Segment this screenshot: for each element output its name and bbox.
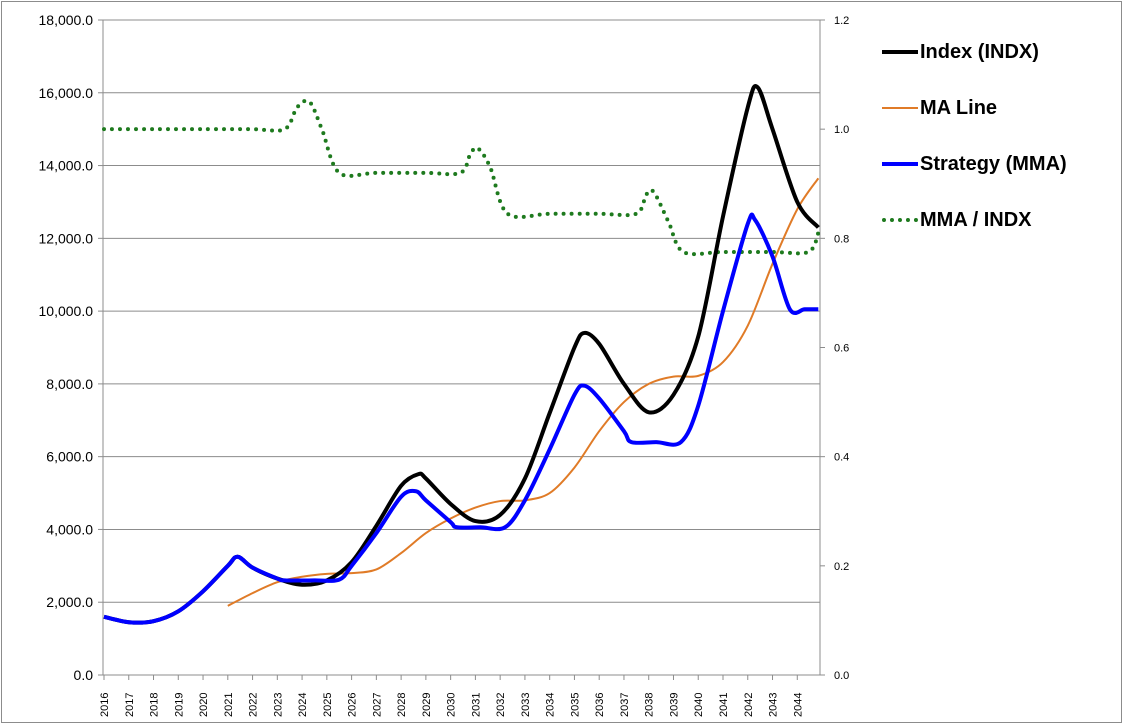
- y-tick-label: 8,000.0: [46, 376, 93, 392]
- legend-item-strategy: Strategy (MMA): [882, 136, 1067, 192]
- x-tick-label: 2033: [520, 693, 532, 717]
- x-tick-label: 2018: [149, 693, 161, 717]
- x-tick-label: 2040: [693, 693, 705, 717]
- series-ratio-line: [102, 98, 821, 257]
- x-tick-label: 2027: [371, 693, 383, 717]
- legend-swatch-ratio: [882, 218, 918, 222]
- series-lines: [102, 84, 821, 625]
- x-tick-label: 2025: [322, 693, 334, 717]
- legend-item-ma-line: MA Line: [882, 80, 1067, 136]
- x-tick-label: 2042: [743, 693, 755, 717]
- series-ma-line: [227, 177, 820, 607]
- legend-swatch-ma-line: [882, 107, 918, 109]
- axes: [98, 19, 825, 680]
- legend: Index (INDX) MA Line Strategy (MMA) MMA …: [882, 24, 1067, 248]
- x-tick-label: 2017: [124, 693, 136, 717]
- y2-tick-label: 1.2: [834, 15, 849, 27]
- x-tick-label: 2037: [619, 693, 631, 717]
- legend-item-ratio: MMA / INDX: [882, 192, 1067, 248]
- y2-tick-label: 0.4: [834, 452, 849, 464]
- y-tick-label: 2,000.0: [46, 594, 93, 610]
- x-tick-label: 2021: [223, 693, 235, 717]
- y-axis-left-labels: 0.0 2,000.0 4,000.0 6,000.0 8,000.0 10,000.0 1…: [39, 12, 94, 683]
- y2-tick-label: 1.0: [834, 124, 849, 136]
- x-tick-label: 2035: [569, 693, 581, 717]
- legend-label-ratio: MMA / INDX: [920, 208, 1032, 231]
- y-tick-label: 12,000.0: [39, 230, 94, 246]
- x-tick-label: 2026: [347, 693, 359, 717]
- x-tick-label: 2030: [446, 693, 458, 717]
- y2-tick-label: 0.2: [834, 561, 849, 573]
- x-tick-label: 2022: [248, 693, 260, 717]
- y-tick-label: 6,000.0: [46, 449, 93, 465]
- x-tick-label: 2016: [99, 693, 111, 717]
- y2-tick-label: 0.6: [834, 343, 849, 355]
- y-tick-label: 0.0: [74, 667, 94, 683]
- series-strategy-line: [103, 212, 819, 625]
- x-tick-label: 2039: [668, 693, 680, 717]
- gridlines: [103, 19, 820, 603]
- x-tick-label: 2032: [495, 693, 507, 717]
- x-tick-label: 2023: [272, 693, 284, 717]
- x-tick-label: 2031: [470, 693, 482, 717]
- x-tick-label: 2019: [173, 693, 185, 717]
- y-axis-right-labels: 0.0 0.2 0.4 0.6 0.8 1.0 1.2: [834, 15, 849, 682]
- legend-item-index: Index (INDX): [882, 24, 1067, 80]
- x-axis-labels: 2016 2017 2018 2019 2020 2021 2022 2023 2024 2025…: [99, 693, 804, 717]
- x-tick-label: 2020: [198, 693, 210, 717]
- x-tick-label: 2024: [297, 693, 309, 717]
- x-tick-label: 2028: [396, 693, 408, 717]
- legend-swatch-index: [882, 50, 918, 54]
- x-tick-label: 2034: [545, 693, 557, 717]
- x-tick-label: 2038: [644, 693, 656, 717]
- y-tick-label: 4,000.0: [46, 521, 93, 537]
- legend-label-index: Index (INDX): [920, 40, 1039, 63]
- y-tick-label: 14,000.0: [39, 158, 94, 174]
- y2-tick-label: 0.8: [834, 233, 849, 245]
- y-tick-label: 18,000.0: [39, 12, 94, 28]
- legend-label-ma-line: MA Line: [920, 96, 998, 119]
- x-tick-label: 2029: [421, 693, 433, 717]
- x-tick-label: 2041: [718, 693, 730, 717]
- y2-tick-label: 0.0: [834, 670, 849, 682]
- legend-swatch-strategy: [882, 162, 918, 166]
- legend-label-strategy: Strategy (MMA): [920, 152, 1067, 175]
- x-tick-label: 2044: [792, 693, 804, 717]
- x-tick-label: 2043: [768, 693, 780, 717]
- x-tick-label: 2036: [594, 693, 606, 717]
- y-tick-label: 10,000.0: [39, 303, 94, 319]
- y-tick-label: 16,000.0: [39, 85, 94, 101]
